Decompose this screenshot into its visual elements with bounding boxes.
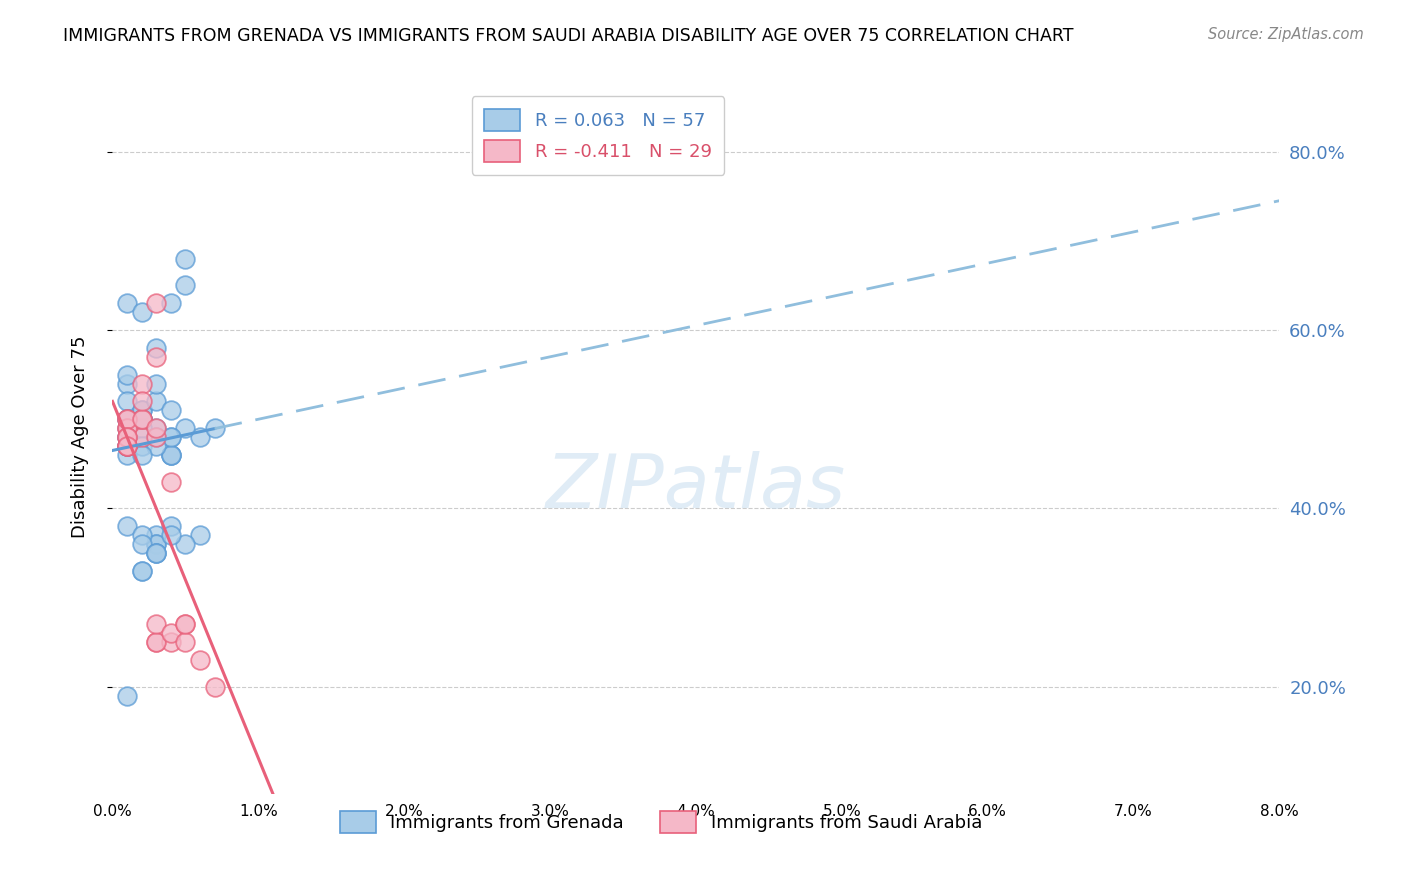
Point xyxy=(145,296,167,310)
Point xyxy=(131,305,153,319)
Point xyxy=(145,430,167,444)
Point xyxy=(145,528,167,542)
Point xyxy=(131,564,153,578)
Point xyxy=(131,537,153,551)
Point xyxy=(131,421,153,435)
Point xyxy=(145,376,167,391)
Point xyxy=(174,537,197,551)
Point xyxy=(145,546,167,560)
Point xyxy=(174,617,197,632)
Y-axis label: Disability Age Over 75: Disability Age Over 75 xyxy=(70,335,89,539)
Point xyxy=(131,412,153,426)
Point xyxy=(145,430,167,444)
Point xyxy=(160,403,183,417)
Point xyxy=(174,617,197,632)
Point xyxy=(188,653,211,667)
Point xyxy=(131,448,153,462)
Point xyxy=(115,376,138,391)
Point xyxy=(145,350,167,364)
Point xyxy=(115,430,138,444)
Point xyxy=(115,394,138,409)
Point xyxy=(115,439,138,453)
Point xyxy=(160,448,183,462)
Point xyxy=(160,626,183,640)
Point xyxy=(115,430,138,444)
Point xyxy=(160,528,183,542)
Point xyxy=(115,421,138,435)
Point xyxy=(145,537,167,551)
Point xyxy=(145,421,167,435)
Text: ZIPatlas: ZIPatlas xyxy=(546,451,846,523)
Point xyxy=(131,412,153,426)
Point xyxy=(115,430,138,444)
Point xyxy=(145,341,167,355)
Point xyxy=(160,296,183,310)
Point xyxy=(115,689,138,703)
Point xyxy=(145,439,167,453)
Point xyxy=(188,430,211,444)
Point xyxy=(160,448,183,462)
Point xyxy=(115,439,138,453)
Point xyxy=(131,412,153,426)
Point xyxy=(145,617,167,632)
Point xyxy=(115,439,138,453)
Point xyxy=(174,278,197,293)
Point xyxy=(115,412,138,426)
Point xyxy=(160,475,183,489)
Point xyxy=(131,564,153,578)
Point xyxy=(131,403,153,417)
Point xyxy=(115,439,138,453)
Point xyxy=(174,635,197,649)
Point xyxy=(115,448,138,462)
Point xyxy=(131,394,153,409)
Point xyxy=(131,403,153,417)
Point xyxy=(160,519,183,533)
Point xyxy=(160,430,183,444)
Point xyxy=(160,635,183,649)
Point xyxy=(115,519,138,533)
Point xyxy=(115,421,138,435)
Point xyxy=(115,296,138,310)
Point xyxy=(115,412,138,426)
Point xyxy=(145,635,167,649)
Point xyxy=(131,528,153,542)
Point xyxy=(145,635,167,649)
Point xyxy=(131,439,153,453)
Legend: Immigrants from Grenada, Immigrants from Saudi Arabia: Immigrants from Grenada, Immigrants from… xyxy=(328,798,994,846)
Point xyxy=(174,421,197,435)
Point xyxy=(115,368,138,382)
Point xyxy=(131,412,153,426)
Point xyxy=(145,394,167,409)
Point xyxy=(145,421,167,435)
Point xyxy=(131,412,153,426)
Point xyxy=(131,376,153,391)
Point xyxy=(145,537,167,551)
Text: Source: ZipAtlas.com: Source: ZipAtlas.com xyxy=(1208,27,1364,42)
Point xyxy=(145,546,167,560)
Point xyxy=(115,412,138,426)
Point xyxy=(131,430,153,444)
Point xyxy=(115,421,138,435)
Text: IMMIGRANTS FROM GRENADA VS IMMIGRANTS FROM SAUDI ARABIA DISABILITY AGE OVER 75 C: IMMIGRANTS FROM GRENADA VS IMMIGRANTS FR… xyxy=(63,27,1074,45)
Point xyxy=(115,430,138,444)
Point xyxy=(160,448,183,462)
Point xyxy=(204,421,226,435)
Point xyxy=(188,528,211,542)
Point xyxy=(145,546,167,560)
Point xyxy=(174,252,197,266)
Point xyxy=(115,412,138,426)
Point xyxy=(115,439,138,453)
Point xyxy=(115,439,138,453)
Point xyxy=(131,412,153,426)
Point xyxy=(160,430,183,444)
Point xyxy=(204,680,226,694)
